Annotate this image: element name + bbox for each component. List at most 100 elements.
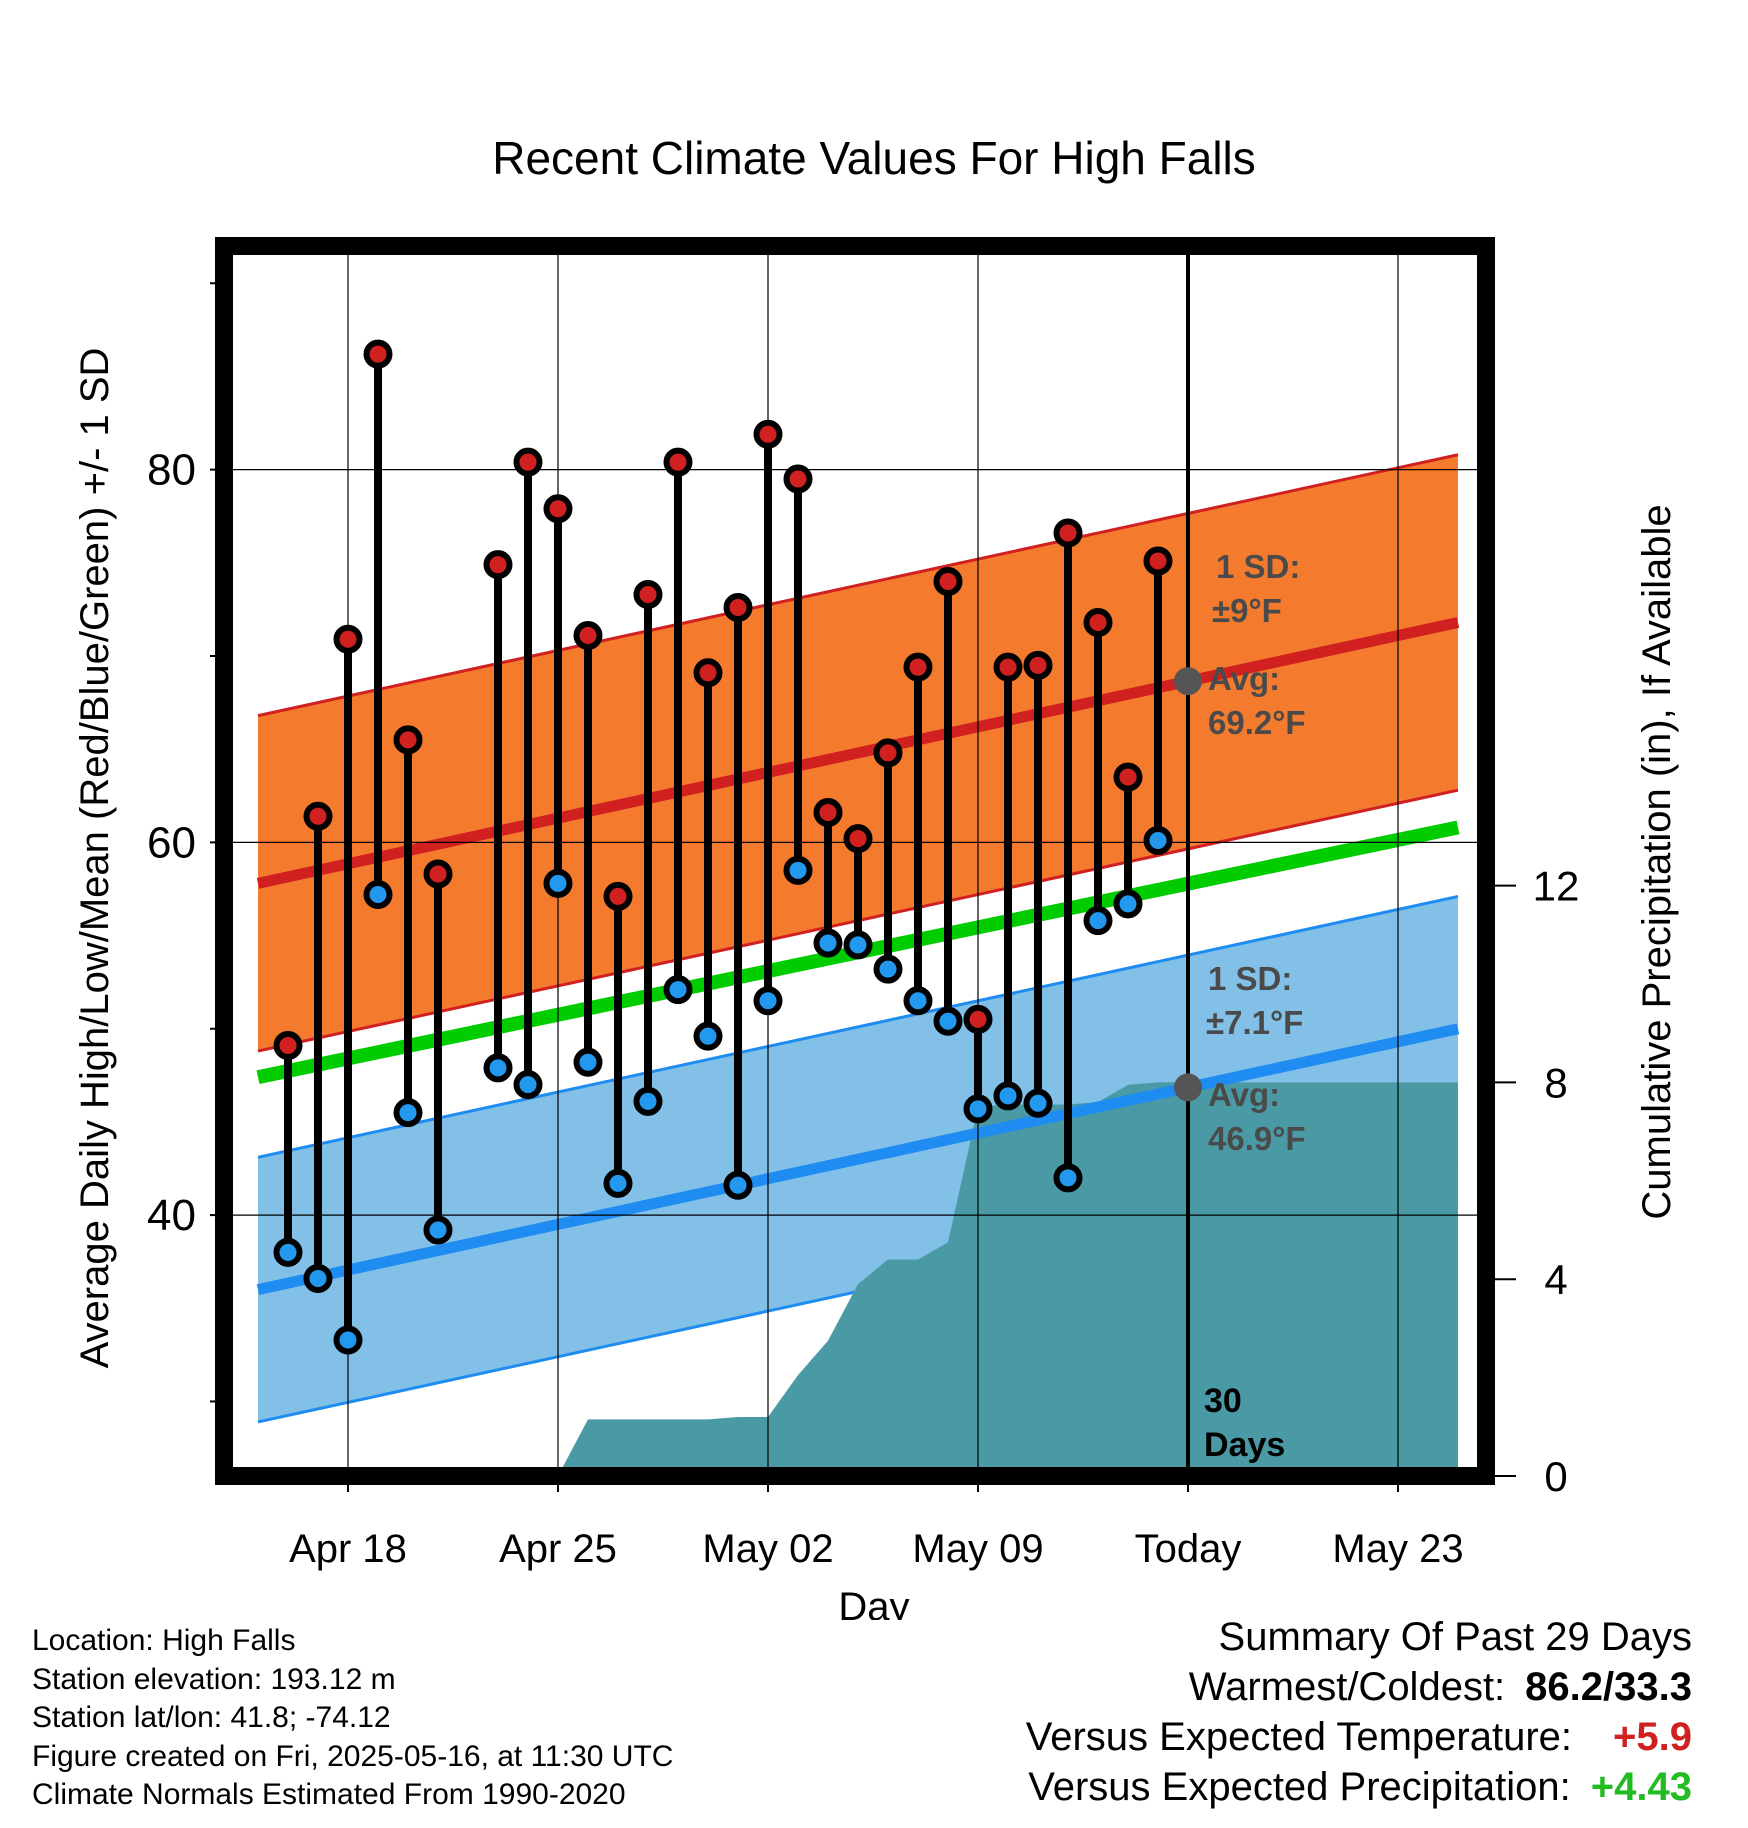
daily-low-point [693,1021,723,1051]
daily-low-point [963,1094,993,1124]
daily-high-point [423,859,453,889]
normal-high-line [256,617,1460,889]
daily-low-point [303,1263,333,1293]
daily-high-point [1143,546,1173,576]
daily-high-point [1083,607,1113,637]
daily-low-point [903,986,933,1016]
summary-precip-row: Versus Expected Precipitation: +4.43 [1026,1762,1692,1812]
daily-low-point [393,1098,423,1128]
daily-low-point [933,1006,963,1036]
temp-departure-label: Versus Expected Temperature: [1025,1715,1572,1759]
daily-low-point [603,1168,633,1198]
window-length-number: 30 [1204,1382,1242,1420]
daily-low-point [993,1081,1023,1111]
precip-departure-label: Versus Expected Precipitation: [1028,1765,1571,1809]
daily-high-point [993,652,1023,682]
daily-high-point [963,1004,993,1034]
daily-high-point [813,798,843,828]
x-axis-label: Day [838,1585,909,1620]
y-tick-label: 80 [147,446,196,495]
daily-high-point [1023,650,1053,680]
daily-high-point [663,447,693,477]
daily-low-point [1053,1163,1083,1193]
window-length-unit: Days [1204,1426,1285,1464]
y2-tick-label: 4 [1544,1256,1567,1303]
station-info: Location: High Falls Station elevation: … [32,1622,673,1815]
daily-low-point [273,1237,303,1267]
daily-low-point [513,1070,543,1100]
daily-high-point [363,339,393,369]
daily-low-point [783,855,813,885]
summary-warm-cold-row: Warmest/Coldest: 86.2/33.3 [1026,1662,1692,1712]
daily-low-point [873,954,903,984]
y2-tick-label: 12 [1533,863,1580,910]
daily-high-point [693,658,723,688]
created-text: Figure created on Fri, 2025-05-16, at 11… [32,1739,674,1773]
x-tick-label: Apr 18 [289,1527,407,1571]
summary-panel: Summary Of Past 29 Days Warmest/Coldest:… [1026,1612,1692,1812]
daily-high-point [723,593,753,623]
y-tick-label: 60 [147,818,196,867]
daily-high-point [573,621,603,650]
daily-high-point [783,464,813,494]
high-sd-label: 1 SD: [1216,548,1300,585]
x-tick-label: Today [1135,1527,1242,1571]
daily-high-point [933,566,963,596]
x-tick-label: May 02 [702,1527,833,1571]
daily-low-point [753,986,783,1016]
latlon-text: Station lat/lon: 41.8; -74.12 [32,1701,391,1734]
elevation-text: Station elevation: 193.12 m [32,1662,396,1696]
daily-high-point [333,624,363,654]
summary-title: Summary Of Past 29 Days [1218,1615,1692,1659]
today-low-avg-marker [1174,1073,1202,1102]
daily-low-point [663,975,693,1005]
daily-high-point [873,738,903,768]
daily-low-point [543,868,573,898]
daily-low-point [363,880,393,910]
y2-axis-label: Cumulative Precipitation (in), If Availa… [1635,504,1679,1219]
daily-high-point [633,580,663,609]
x-tick-label: Apr 25 [499,1527,617,1571]
daily-low-point [483,1053,513,1083]
normal-low-upper-edge [257,894,1459,1159]
daily-low-point [1023,1088,1053,1118]
high-sd-value: ±9°F [1212,592,1282,629]
warm-cold-label: Warmest/Coldest: [1188,1665,1506,1709]
daily-low-point [633,1086,663,1116]
precip-departure-value: +4.43 [1590,1765,1692,1809]
daily-high-point [273,1031,303,1060]
daily-low-point [333,1325,363,1355]
low-sd-value: ±7.1°F [1206,1004,1303,1041]
location-text: Location: High Falls [32,1624,296,1657]
daily-low-point [1143,826,1173,855]
daily-low-point [1113,889,1143,919]
daily-high-point [1053,518,1083,548]
daily-high-point [903,652,933,682]
daily-low-point [723,1170,753,1200]
low-avg-label: Avg: [1208,1076,1280,1113]
normal-low-line [256,1023,1460,1296]
plot-frame [215,237,1495,1485]
y-axis-label: Average Daily High/Low/Mean (Red/Blue/Gr… [73,348,117,1369]
daily-high-point [843,824,873,854]
y2-tick-label: 8 [1544,1059,1567,1106]
warm-cold-value: 86.2/33.3 [1525,1665,1692,1709]
low-sd-label: 1 SD: [1208,960,1292,997]
daily-low-point [1083,906,1113,936]
low-avg-value: 46.9°F [1208,1120,1306,1157]
y-tick-label: 40 [147,1191,196,1240]
high-avg-value: 69.2°F [1208,704,1306,741]
y2-tick-label: 0 [1544,1453,1567,1500]
high-avg-label: Avg: [1208,660,1280,697]
daily-high-point [753,419,783,449]
daily-high-point [483,550,513,580]
summary-temp-row: Versus Expected Temperature: +5.9 [1026,1712,1692,1762]
today-high-avg-marker [1174,667,1202,696]
precip-area [558,1082,1458,1476]
daily-low-point [573,1047,603,1077]
daily-low-point [813,928,843,958]
daily-high-point [603,881,633,911]
daily-high-point [543,494,573,524]
daily-low-point [843,930,873,960]
chart-title: Recent Climate Values For High Falls [492,132,1256,184]
